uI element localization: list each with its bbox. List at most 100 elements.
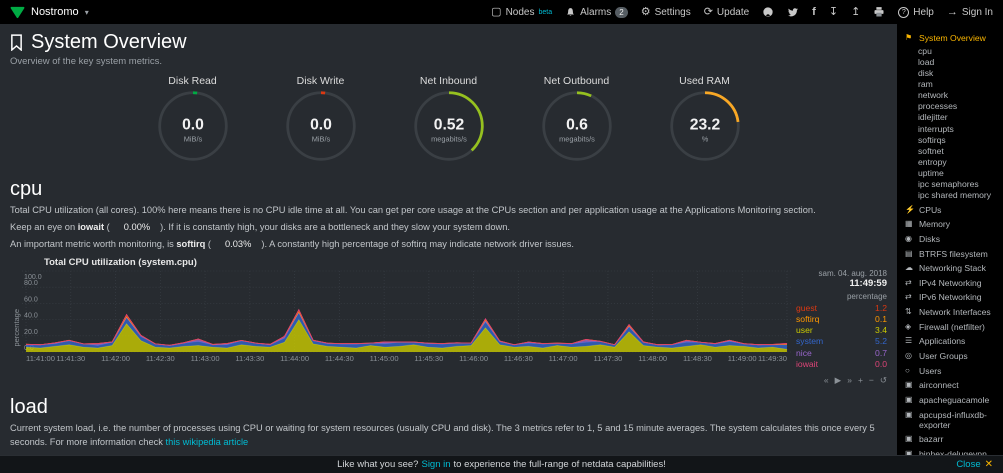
wikipedia-link[interactable]: this wikipedia article [165, 436, 249, 447]
sidebar-item[interactable]: cpu [905, 45, 999, 56]
sidebar-item[interactable]: disk [905, 67, 999, 78]
refresh-icon: ⟳ [703, 5, 713, 18]
svg-text:11:44:30: 11:44:30 [325, 354, 354, 363]
chart-toolbar-button[interactable]: « [823, 374, 829, 385]
easypie-gauge[interactable]: Used RAM 23.2 % [653, 75, 757, 168]
sidebar-item[interactable]: ▣ bazarr [905, 433, 999, 445]
sidebar-item[interactable]: ☰ Applications [905, 335, 999, 347]
sidebar-menu: ⚑ System Overview cpu load disk ram netw… [897, 24, 1003, 473]
chart-toolbar-button[interactable]: ▶ [834, 374, 842, 385]
load-desc: Current system load, i.e. the number of … [10, 422, 875, 447]
gauge-title: Disk Read [168, 75, 217, 87]
legend-row[interactable]: user 3.4 [796, 325, 887, 336]
chart-time: 11:49:59 [849, 277, 887, 289]
easypie-gauge[interactable]: Disk Write 0.0 MiB/s [269, 75, 373, 168]
sidebar-item[interactable]: ○ Users [905, 365, 999, 377]
sidebar-item[interactable]: network [905, 90, 999, 101]
easypie-gauge[interactable]: Net Outbound 0.6 megabits/s [525, 75, 629, 168]
chart-toolbar-button[interactable]: » [847, 374, 852, 385]
sidebar-item-label: entropy [918, 157, 947, 168]
banner-signin-link[interactable]: Sign in [421, 459, 451, 470]
gauge-ring: 0.52 megabits/s [413, 91, 484, 161]
close-label: Close [956, 459, 981, 470]
settings-button[interactable]: ⚙ Settings [641, 6, 691, 18]
legend-series-name: system [796, 336, 824, 347]
sidebar-item-label: IPv6 Networking [919, 292, 982, 303]
help-label: Help [913, 6, 934, 18]
sidebar-item-label: Networking Stack [919, 263, 986, 274]
easypie-gauge[interactable]: Disk Read 0.0 MiB/s [141, 75, 245, 168]
update-button[interactable]: ⟳ Update [703, 5, 749, 18]
sidebar-item[interactable]: ⇄ IPv6 Networking [905, 291, 999, 303]
signin-button[interactable]: → Sign In [947, 6, 993, 18]
chart-toolbar-button[interactable]: − [868, 374, 874, 385]
banner-close-button[interactable]: Close ✕ [956, 459, 993, 470]
chart-date: sam. 04. aug. 2018 [818, 268, 888, 278]
sidebar-item[interactable]: ⇄ IPv4 Networking [905, 277, 999, 289]
sidebar-item[interactable]: ◎ User Groups [905, 350, 999, 362]
sidebar-item[interactable]: ◈ Firewall (netfilter) [905, 321, 999, 333]
alarms-label: Alarms [580, 6, 612, 18]
sidebar-item[interactable]: ▤ BTRFS filesystem [905, 248, 999, 260]
sidebar-item[interactable]: softnet [905, 145, 999, 156]
legend-row[interactable]: guest 1.2 [796, 303, 887, 314]
sidebar-item[interactable]: ⚑ System Overview [905, 32, 999, 44]
sidebar-item[interactable]: interrupts [905, 123, 999, 134]
chart-toolbar-button[interactable]: ↺ [879, 374, 887, 385]
legend-series-name: guest [796, 302, 818, 313]
nodes-button[interactable]: ▢ Nodes beta [491, 6, 552, 18]
sidebar-item[interactable]: idlejitter [905, 112, 999, 123]
sidebar-item[interactable]: softirqs [905, 134, 999, 145]
upload-icon[interactable]: ↥ [851, 5, 861, 18]
signin-label: Sign In [961, 6, 993, 18]
cpu-chart-plot[interactable]: 11:41:00 11:41:30 11:42:00 11:42:30 11:43:00… [22, 269, 791, 363]
sidebar-item[interactable]: ▣ apcupsd-influxdb-exporter [905, 409, 999, 431]
group-icon: ◎ [905, 351, 912, 361]
print-icon[interactable] [873, 6, 885, 18]
chart-icon: ▣ [905, 394, 913, 404]
cpu-section-heading: cpu [10, 178, 43, 200]
sidebar-item[interactable]: entropy [905, 157, 999, 168]
help-button[interactable]: ? Help [898, 6, 934, 18]
cpu-desc-3: An important metric worth monitoring, is… [10, 238, 575, 249]
sidebar-item-label: uptime [918, 168, 944, 179]
alarms-button[interactable]: Alarms 2 [565, 6, 628, 18]
sidebar-item[interactable]: ram [905, 79, 999, 90]
sidebar-item[interactable]: load [905, 56, 999, 67]
sidebar-item[interactable]: ⇅ Network Interfaces [905, 306, 999, 318]
svg-text:20.0: 20.0 [24, 329, 38, 336]
sidebar-item[interactable]: ◉ Disks [905, 233, 999, 245]
sidebar-item[interactable]: ☁ Networking Stack [905, 262, 999, 274]
sidebar-item-label: BTRFS filesystem [919, 248, 988, 259]
gauge-value: 0.0 [182, 117, 204, 134]
sidebar-item[interactable]: ipc semaphores [905, 179, 999, 190]
gauge-ring: 0.0 MiB/s [157, 91, 228, 161]
legend-row[interactable]: iowait 0.0 [796, 359, 887, 370]
legend-row[interactable]: nice 0.7 [796, 348, 887, 359]
sidebar-item[interactable]: ▦ Memory [905, 218, 999, 230]
chart-toolbar-button[interactable]: + [857, 374, 863, 385]
gauge-title: Net Outbound [543, 75, 610, 87]
legend-row[interactable]: system 5.2 [796, 336, 887, 347]
facebook-icon[interactable]: f [812, 5, 816, 18]
sidebar-item[interactable]: ▣ binhex-delugevpn [905, 448, 999, 460]
sidebar-item-label: softirqs [918, 134, 946, 145]
twitter-icon[interactable] [787, 6, 799, 18]
svg-text:11:41:30: 11:41:30 [56, 354, 85, 363]
sidebar-item[interactable]: processes [905, 101, 999, 112]
sidebar-item[interactable]: uptime [905, 168, 999, 179]
cpu-chart: Total CPU utilization (system.cpu) perce… [10, 257, 888, 386]
download-icon[interactable]: ↧ [828, 5, 839, 18]
chevron-down-icon: ▾ [84, 7, 89, 17]
sidebar-item[interactable]: ▣ airconnect [905, 379, 999, 391]
sidebar-item[interactable]: ⚡ CPUs [905, 204, 999, 216]
svg-text:11:45:30: 11:45:30 [414, 354, 443, 363]
banner-pre: Like what you see? [337, 459, 419, 470]
sidebar-item[interactable]: ipc shared memory [905, 190, 999, 201]
hostname-menu[interactable]: Nostromo ▾ [10, 5, 89, 20]
github-icon[interactable] [762, 6, 774, 18]
easypie-gauge[interactable]: Net Inbound 0.52 megabits/s [397, 75, 501, 168]
legend-series-name: user [796, 325, 813, 336]
sidebar-item[interactable]: ▣ apacheguacamole [905, 394, 999, 406]
legend-row[interactable]: softirq 0.1 [796, 314, 887, 325]
